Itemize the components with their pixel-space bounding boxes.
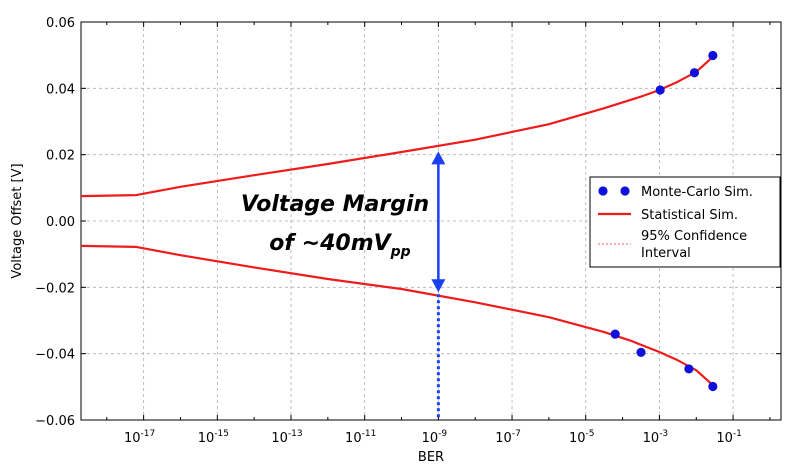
margin-arrowhead-up (431, 151, 446, 165)
point-monte-carlo (689, 68, 700, 78)
x-tick-label-exponent: -9 (438, 429, 447, 439)
x-tick-label-exponent: -11 (362, 429, 377, 439)
legend: Monte-Carlo Sim. Statistical Sim. 95% Co… (589, 176, 781, 268)
x-tick-label-exponent: -5 (586, 429, 595, 439)
x-tick-label-base: 10 (716, 431, 733, 446)
x-tick-label-base: 10 (422, 431, 439, 446)
x-axis-title: BER (418, 450, 444, 465)
legend-ci-label-line1: 95% Confidence (641, 229, 747, 244)
y-axis-title: Voltage Offset [V] (10, 163, 25, 278)
y-tick-label: 0.02 (46, 149, 75, 164)
point-monte-carlo (655, 85, 665, 95)
x-tick-label: 10-5 (569, 429, 595, 446)
x-tick-label: 10-9 (422, 429, 448, 446)
y-tick-label: 0.06 (46, 16, 75, 31)
series-line-statistical (80, 54, 716, 198)
x-tick-label-exponent: -3 (659, 429, 668, 439)
x-tick-label-exponent: -1 (733, 429, 742, 439)
x-tick-label: 10-11 (345, 429, 376, 446)
x-tick-label-base: 10 (569, 431, 586, 446)
x-tick-label-exponent: -15 (214, 429, 229, 439)
annotation-line2-main: of ~40mV (269, 231, 392, 256)
x-tick-label-exponent: -13 (288, 429, 303, 439)
y-tick-label: 0.00 (46, 215, 75, 230)
x-tick-label-base: 10 (643, 431, 660, 446)
y-tick-label: −0.02 (35, 281, 75, 296)
point-monte-carlo (708, 50, 718, 61)
margin-arrowhead-down (431, 279, 446, 293)
point-monte-carlo (610, 329, 620, 339)
x-tick-label: 10-3 (643, 429, 669, 446)
x-tick-label-base: 10 (124, 431, 141, 446)
x-tick-label-exponent: -17 (141, 429, 156, 439)
legend-mc-label: Monte-Carlo Sim. (641, 185, 753, 200)
x-tick-label: 10-13 (271, 429, 302, 446)
annotation-line2: of ~40mVpp (269, 231, 410, 260)
legend-ci-label-line2: Interval (641, 246, 691, 261)
legend-mc-marker (620, 186, 630, 196)
x-tick-label-base: 10 (271, 431, 288, 446)
x-tick-label: 10-17 (124, 429, 155, 446)
y-tick-label: −0.06 (35, 414, 75, 429)
x-tick-label: 10-15 (198, 429, 229, 446)
x-tick-label: 10-1 (716, 429, 742, 446)
voltage-margin-annotation (431, 151, 446, 420)
x-tick-label-exponent: -7 (512, 429, 521, 439)
annotation-line2-subscript: pp (390, 244, 411, 260)
x-tick-label: 10-7 (495, 429, 521, 446)
legend-mc-marker (598, 186, 608, 196)
y-tick-label: −0.04 (35, 348, 75, 363)
point-monte-carlo (708, 381, 718, 392)
x-tick-label-base: 10 (198, 431, 215, 446)
series-layer (80, 50, 718, 392)
y-tick-label: 0.04 (46, 82, 75, 97)
series-line-statistical (80, 244, 716, 388)
legend-stat-label: Statistical Sim. (641, 208, 738, 223)
point-monte-carlo (636, 347, 646, 357)
point-monte-carlo (684, 364, 694, 374)
x-tick-label-base: 10 (495, 431, 512, 446)
annotation-line1: Voltage Margin (241, 192, 429, 217)
x-tick-label-base: 10 (345, 431, 362, 446)
